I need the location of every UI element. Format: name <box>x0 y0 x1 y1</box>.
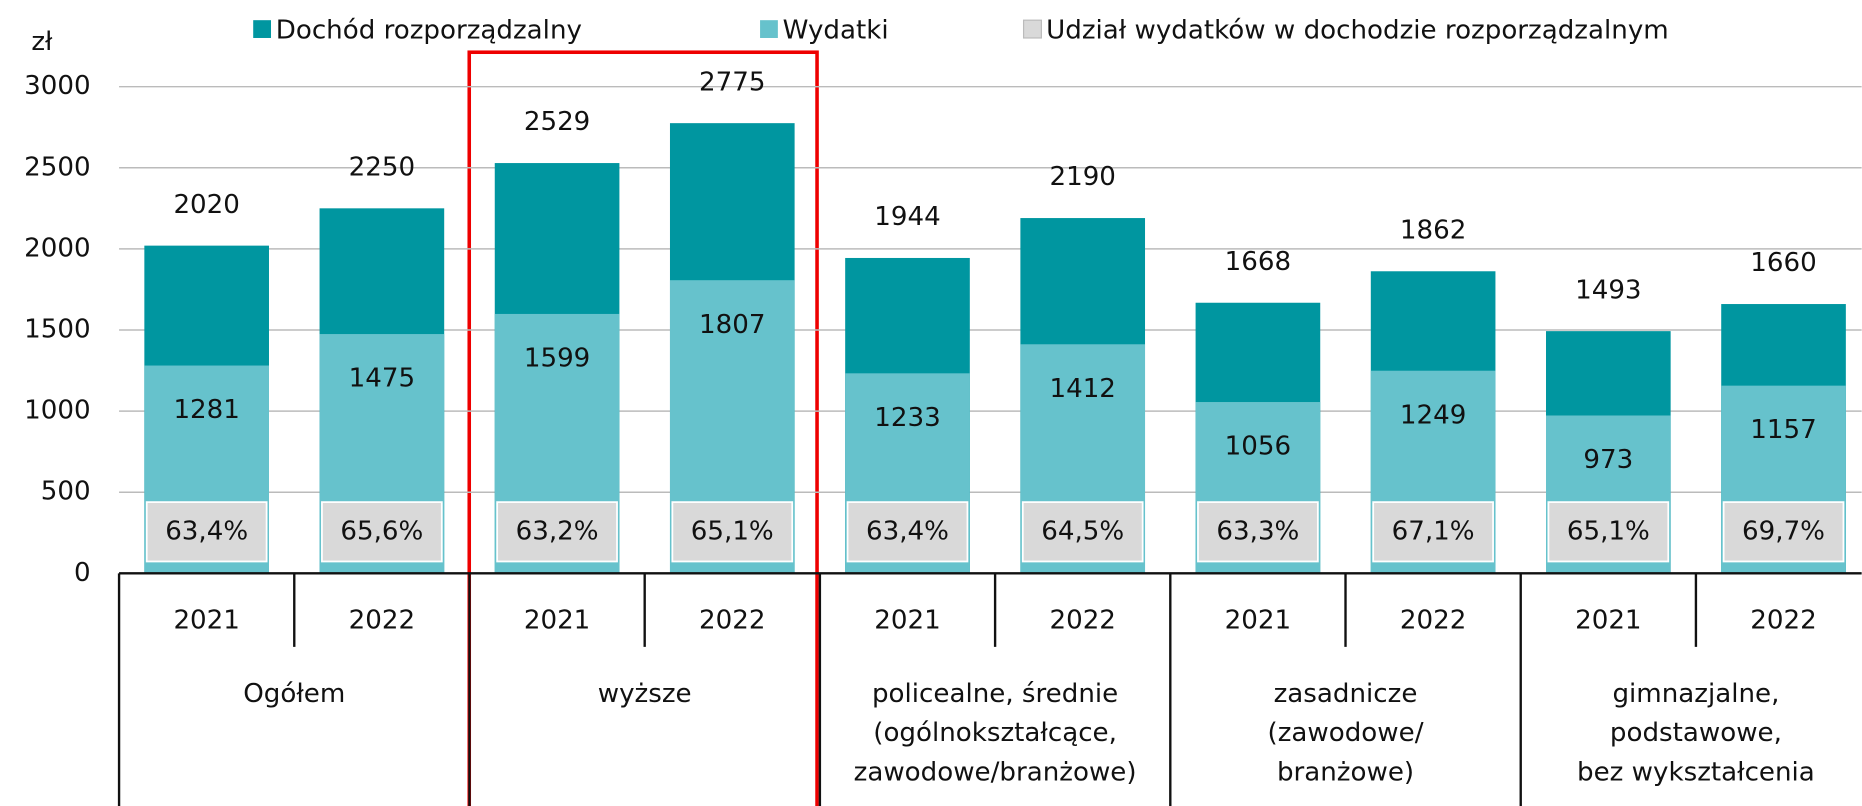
y-tick-label: 2500 <box>24 152 90 182</box>
share-label: 65,1% <box>691 516 774 546</box>
share-box <box>496 501 618 563</box>
share-box <box>321 501 443 563</box>
x-tick-label: 2022 <box>1049 605 1115 635</box>
group-label: branżowe) <box>1277 757 1414 787</box>
expenses-label: 1281 <box>173 395 239 425</box>
expenses-label: 1599 <box>524 344 590 374</box>
group-label: policealne, średnie <box>872 679 1118 709</box>
group-label: Ogółem <box>243 679 345 709</box>
y-tick-label: 1500 <box>24 314 90 344</box>
y-tick-label: 1000 <box>24 396 90 426</box>
highlight-box <box>467 50 819 806</box>
income-label: 2250 <box>349 152 415 182</box>
income-label: 1944 <box>874 202 940 232</box>
group-label: (zawodowe/ <box>1268 718 1424 748</box>
x-tick-label: 2022 <box>1400 605 1466 635</box>
legend-label: Dochód rozporządzalny <box>276 15 582 45</box>
x-tick-label: 2022 <box>1750 605 1816 635</box>
share-box <box>846 501 969 563</box>
share-box <box>1372 501 1494 563</box>
expenses-label: 1249 <box>1400 400 1466 430</box>
y-tick-label: 2000 <box>24 233 90 263</box>
income-label: 2529 <box>524 107 590 137</box>
y-tick-label: 3000 <box>24 71 90 101</box>
legend-swatch <box>253 20 272 38</box>
expenses-label: 1475 <box>349 364 415 394</box>
group-label: podstawowe, <box>1610 718 1782 748</box>
share-label: 63,3% <box>1216 516 1299 546</box>
expenses-label: 1157 <box>1750 415 1816 445</box>
x-tick-label: 2022 <box>349 605 415 635</box>
share-label: 67,1% <box>1392 516 1475 546</box>
income-label: 1493 <box>1575 275 1641 305</box>
share-box <box>1021 501 1144 563</box>
expenses-label: 1807 <box>699 310 765 340</box>
legend-swatch <box>760 20 778 38</box>
share-label: 64,5% <box>1041 516 1124 546</box>
expenses-label: 1056 <box>1225 432 1291 462</box>
group-label: gimnazjalne, <box>1612 679 1779 709</box>
expenses-label: 1412 <box>1049 374 1115 404</box>
legend-label: Udział wydatków w dochodzie rozporządzal… <box>1046 15 1669 45</box>
share-label: 63,2% <box>516 516 599 546</box>
share-label: 65,6% <box>340 516 423 546</box>
x-tick-label: 2021 <box>874 605 940 635</box>
share-label: 69,7% <box>1742 516 1825 546</box>
x-tick-label: 2022 <box>699 605 765 635</box>
expenses-label: 1233 <box>874 403 940 433</box>
y-tick-label: 500 <box>41 477 91 507</box>
share-label: 65,1% <box>1567 516 1650 546</box>
income-label: 2020 <box>173 190 239 220</box>
income-label: 1660 <box>1750 248 1816 278</box>
group-label: wyższe <box>598 679 692 709</box>
y-axis-label: zł <box>31 27 53 57</box>
share-box <box>1197 501 1319 563</box>
legend-swatch <box>1022 19 1042 39</box>
x-tick-label: 2021 <box>1575 605 1641 635</box>
group-label: (ogólnokształcące, <box>873 718 1117 748</box>
share-label: 63,4% <box>866 516 949 546</box>
income-label: 2775 <box>699 67 765 97</box>
x-tick-label: 2021 <box>524 605 590 635</box>
group-label: bez wykształcenia <box>1577 757 1815 787</box>
share-label: 63,4% <box>165 516 248 546</box>
share-box <box>145 501 268 563</box>
share-box <box>1547 501 1670 563</box>
group-label: zasadnicze <box>1274 679 1418 709</box>
legend-label: Wydatki <box>783 15 889 45</box>
income-label: 2190 <box>1049 162 1115 192</box>
income-label: 1862 <box>1400 215 1466 245</box>
x-tick-label: 2021 <box>1225 605 1291 635</box>
share-box <box>671 501 794 563</box>
group-label: zawodowe/branżowe) <box>854 757 1137 787</box>
x-tick-label: 2021 <box>173 605 239 635</box>
y-tick-label: 0 <box>74 558 91 588</box>
income-label: 1668 <box>1225 247 1291 277</box>
expenses-label: 973 <box>1583 445 1633 475</box>
share-box <box>1722 501 1845 563</box>
